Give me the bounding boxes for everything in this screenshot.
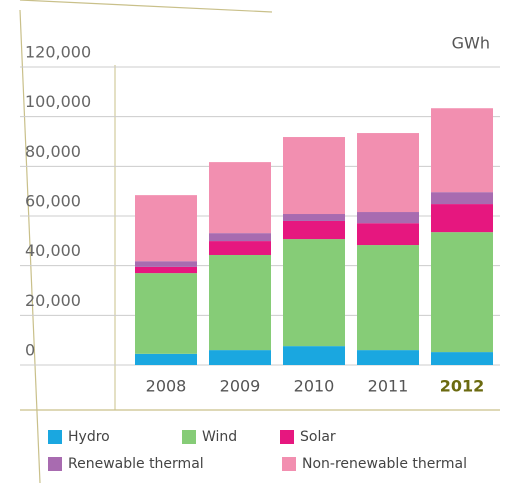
y-tick-label: 80,000 <box>25 142 81 161</box>
bar-segment <box>283 214 345 221</box>
bar-segment <box>357 223 419 246</box>
legend-swatch <box>48 457 62 471</box>
bar-segment <box>283 137 345 215</box>
decor-line <box>19 0 273 13</box>
legend-label: Solar <box>300 429 336 445</box>
y-tick-label: 60,000 <box>25 192 81 211</box>
bar-segment <box>135 266 197 274</box>
legend-swatch <box>182 430 196 444</box>
bar-segment <box>431 108 493 193</box>
legend-label: Non-renewable thermal <box>302 456 467 472</box>
x-tick-label: 2008 <box>146 377 187 396</box>
bar-segment <box>431 352 493 365</box>
bar-segment <box>209 233 271 242</box>
bar-segment <box>357 133 419 213</box>
bar-segment <box>135 195 197 262</box>
x-tick-label: 2010 <box>294 377 335 396</box>
bar-segment <box>431 192 493 205</box>
y-tick-label: 0 <box>25 341 35 360</box>
bar-segment <box>209 350 271 365</box>
decor-line <box>19 9 41 483</box>
y-tick-label: 100,000 <box>25 92 91 111</box>
legend-swatch <box>48 430 62 444</box>
legend-swatch <box>282 457 296 471</box>
legend-label: Renewable thermal <box>68 456 204 472</box>
bar-segment <box>283 220 345 240</box>
bar-segment <box>431 232 493 353</box>
bar-segment <box>283 239 345 347</box>
bar-segment <box>357 350 419 365</box>
bar-segment <box>283 346 345 365</box>
x-tick-label: 2009 <box>220 377 261 396</box>
bar-segment <box>209 162 271 234</box>
y-tick-label: 20,000 <box>25 291 81 310</box>
bar-segment <box>431 204 493 233</box>
bar-segment <box>357 212 419 224</box>
y-tick-label: 40,000 <box>25 241 81 260</box>
legend-label: Hydro <box>68 429 110 445</box>
legend-swatch <box>280 430 294 444</box>
legend-label: Wind <box>202 429 237 445</box>
bar-segment <box>135 353 197 365</box>
bar-segment <box>135 261 197 267</box>
bar-segment <box>357 245 419 351</box>
x-tick-label: 2012 <box>440 377 485 396</box>
bar-segment <box>209 241 271 255</box>
y-tick-label: 120,000 <box>25 43 91 62</box>
unit-label: GWh <box>452 34 490 53</box>
x-tick-label: 2011 <box>368 377 409 396</box>
bar-segment <box>135 273 197 354</box>
bar-segment <box>209 254 271 351</box>
